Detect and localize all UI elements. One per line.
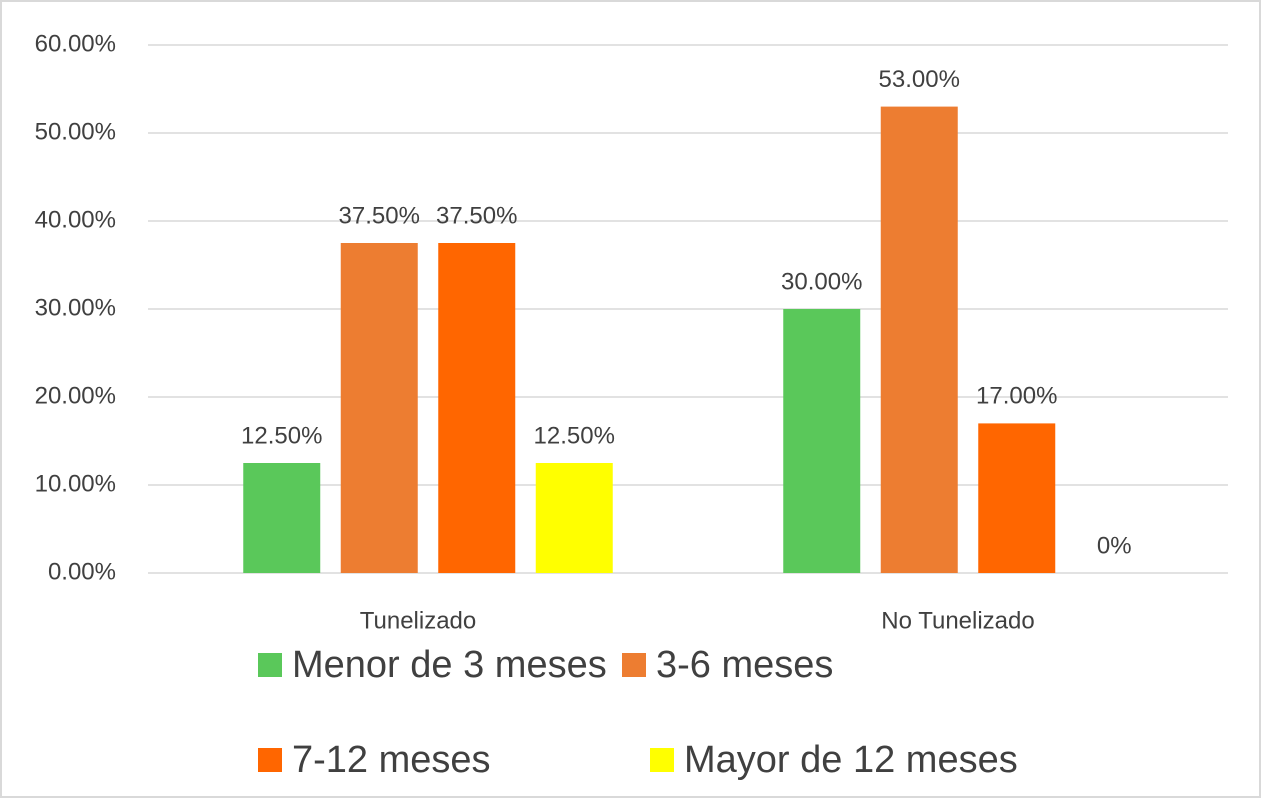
y-tick-label: 60.00% bbox=[35, 30, 116, 57]
legend-swatch bbox=[258, 748, 282, 772]
data-label: 12.50% bbox=[241, 422, 322, 449]
data-label: 17.00% bbox=[976, 383, 1057, 410]
y-tick-label: 40.00% bbox=[35, 206, 116, 233]
legend-label: Mayor de 12 meses bbox=[684, 739, 1018, 781]
legend-label: 3-6 meses bbox=[656, 644, 833, 686]
y-tick-label: 30.00% bbox=[35, 294, 116, 321]
data-label: 37.50% bbox=[339, 202, 420, 229]
legend-label: Menor de 3 meses bbox=[292, 644, 607, 686]
legend-swatch bbox=[258, 653, 282, 677]
y-tick-label: 0.00% bbox=[48, 558, 116, 585]
bar bbox=[535, 463, 613, 573]
y-tick-label: 20.00% bbox=[35, 382, 116, 409]
bar bbox=[880, 106, 958, 573]
data-label: 12.50% bbox=[534, 422, 615, 449]
legend-swatch bbox=[622, 653, 646, 677]
data-label: 37.50% bbox=[436, 202, 517, 229]
x-tick-label: No Tunelizado bbox=[881, 607, 1034, 634]
bar bbox=[438, 243, 516, 573]
bar bbox=[243, 463, 321, 573]
legend-swatch bbox=[650, 748, 674, 772]
bar bbox=[978, 423, 1056, 573]
x-tick-label: Tunelizado bbox=[360, 607, 477, 634]
data-label: 0% bbox=[1097, 532, 1132, 559]
data-label: 53.00% bbox=[879, 66, 960, 93]
bar bbox=[340, 243, 418, 573]
y-tick-label: 10.00% bbox=[35, 470, 116, 497]
data-label: 30.00% bbox=[781, 268, 862, 295]
bar bbox=[783, 309, 861, 573]
legend-label: 7-12 meses bbox=[292, 739, 491, 781]
y-tick-label: 50.00% bbox=[35, 118, 116, 145]
